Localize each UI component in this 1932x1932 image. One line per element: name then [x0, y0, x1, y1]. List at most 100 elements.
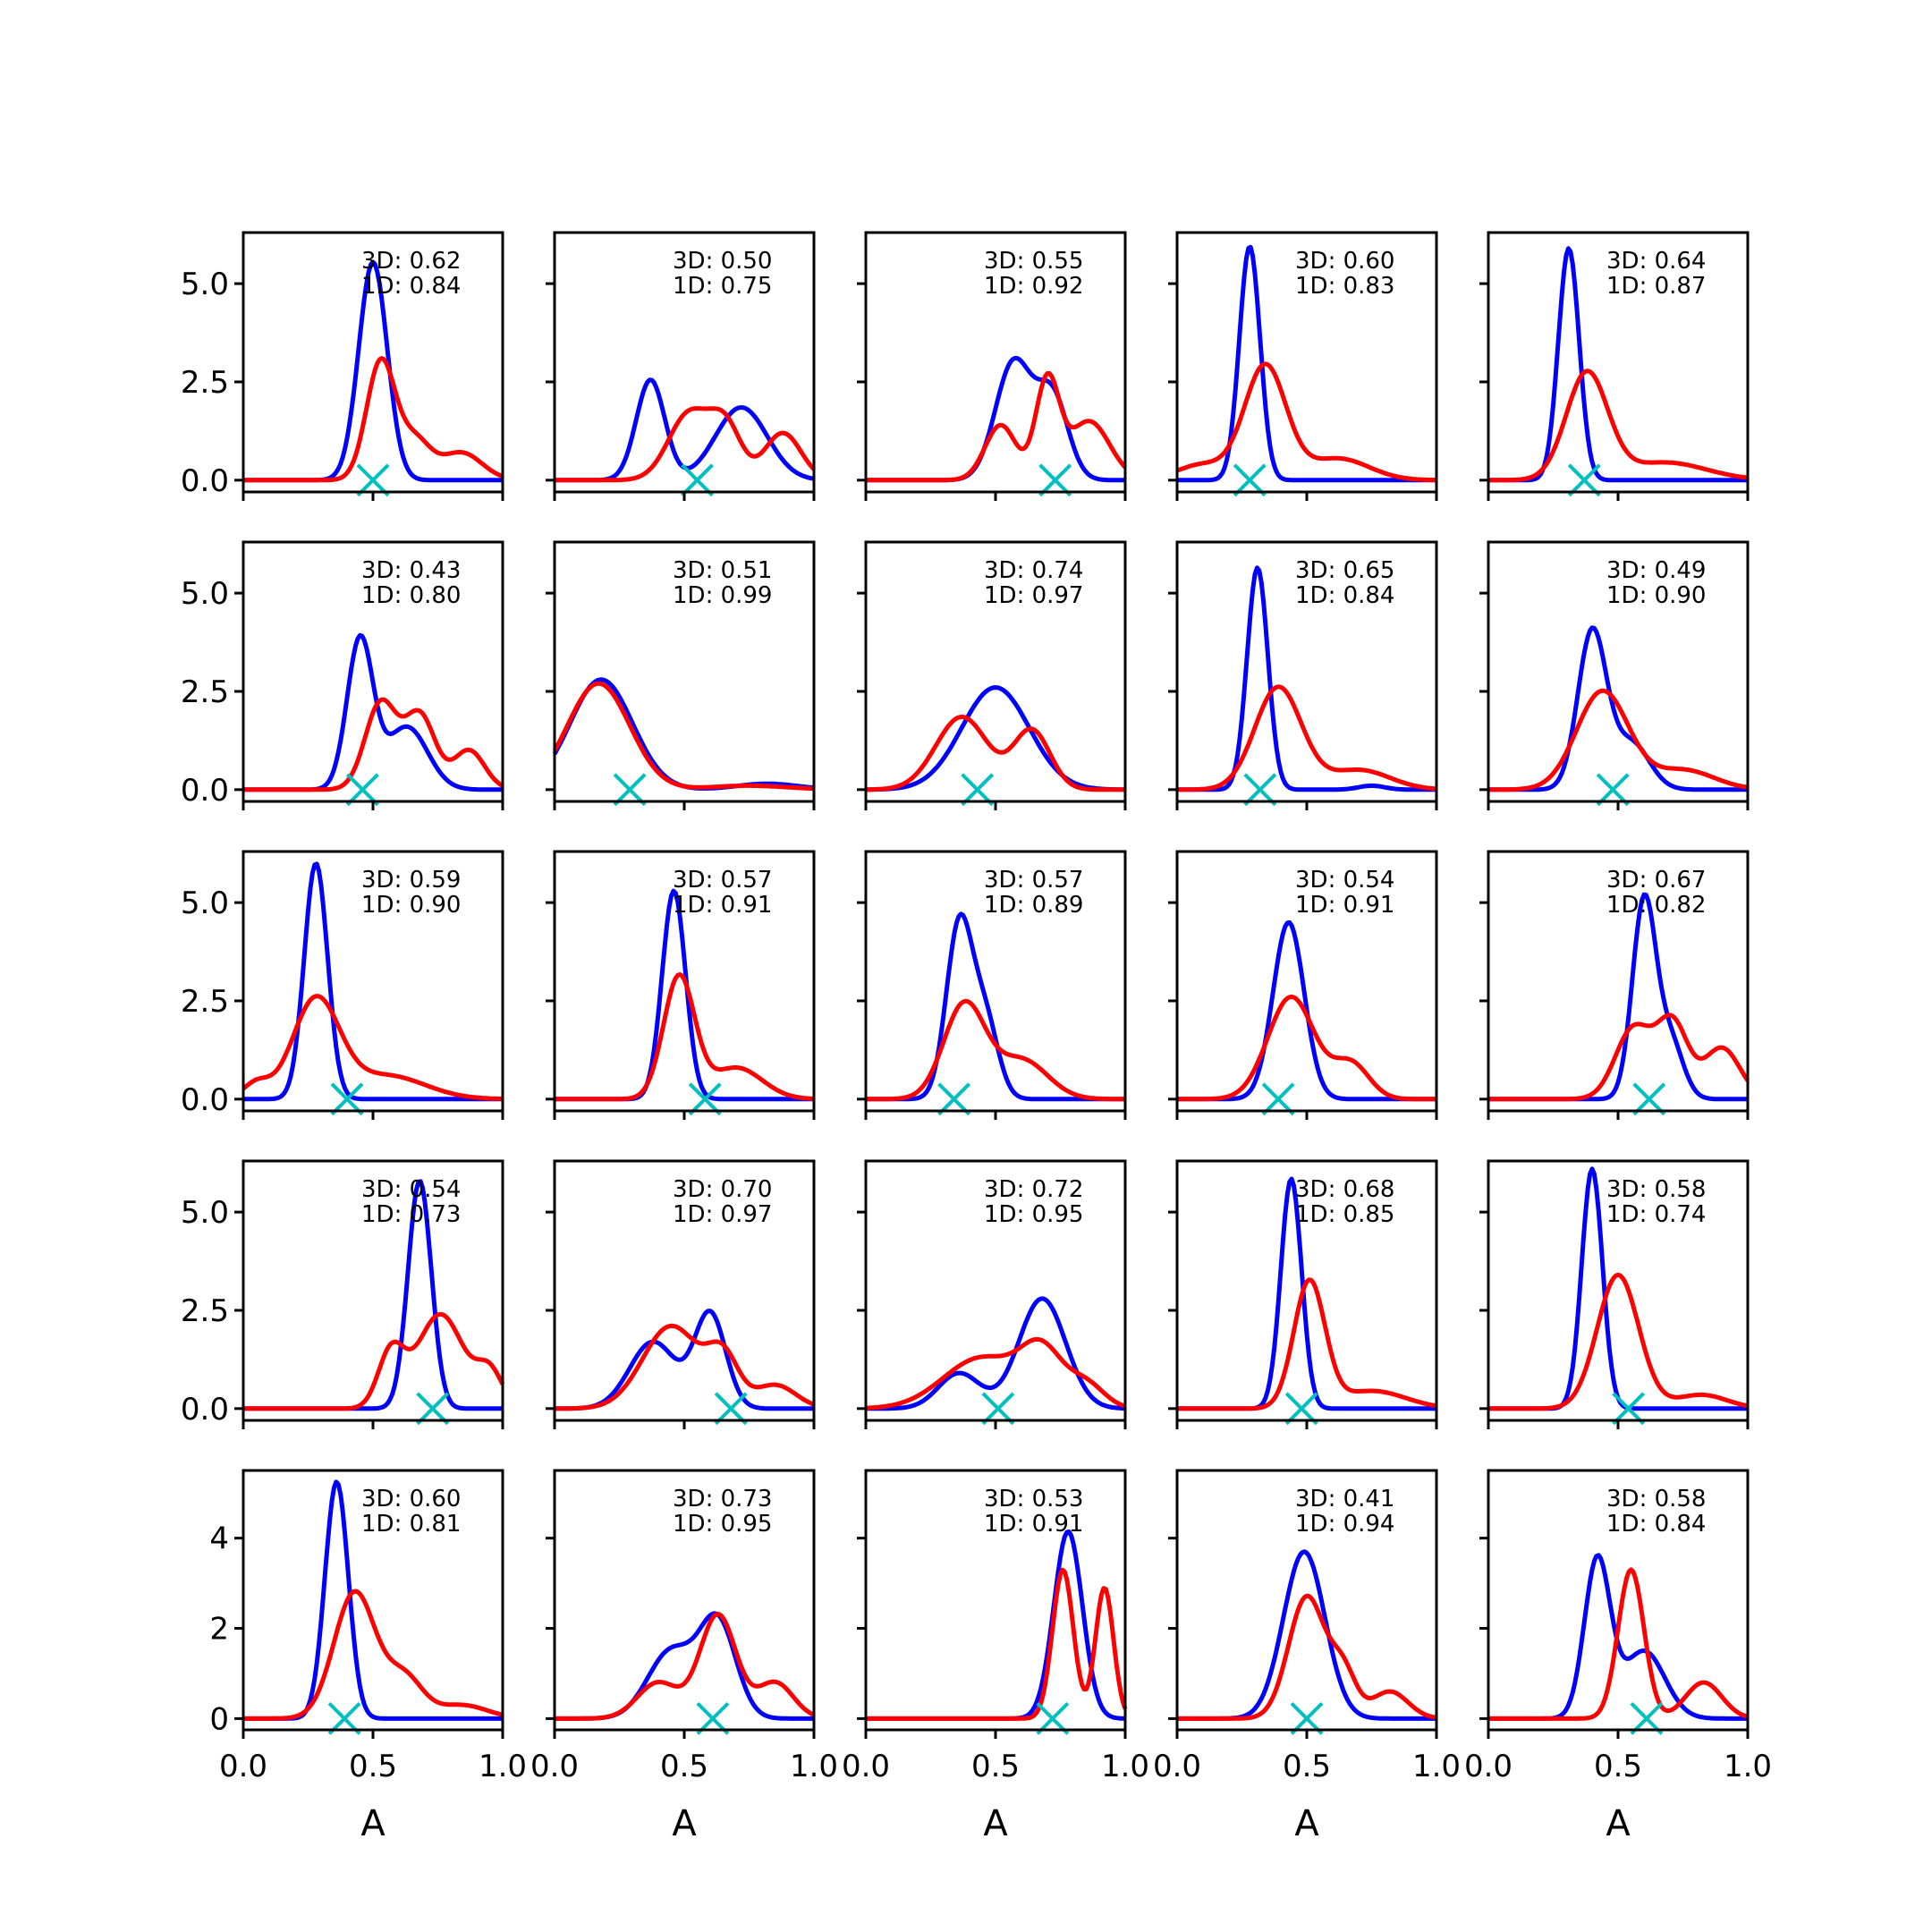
- score-3d-label: 3D: 0.60: [1295, 248, 1394, 275]
- score-1d-label: 1D: 0.91: [984, 1511, 1083, 1538]
- score-1d-label: 1D: 0.99: [673, 582, 772, 609]
- y-tick-label: 2.5: [181, 1293, 229, 1329]
- curve-1d: [242, 1589, 504, 1721]
- score-1d-label: 1D: 0.80: [361, 582, 461, 609]
- y-tick-label: 2.5: [181, 365, 229, 401]
- curve-1d: [1176, 684, 1437, 792]
- x-axis-label: A: [1606, 1803, 1631, 1844]
- score-3d-label: 3D: 0.41: [1295, 1486, 1394, 1513]
- x-marker: [1632, 1082, 1666, 1116]
- x-marker: [937, 1082, 971, 1116]
- y-tick-label: 2.5: [181, 984, 229, 1020]
- score-3d-label: 3D: 0.72: [984, 1176, 1083, 1203]
- score-3d-label: 3D: 0.59: [361, 867, 461, 894]
- x-tick-label: 1.0: [1724, 1749, 1772, 1784]
- curve-1d: [865, 1567, 1128, 1721]
- curve-3d: [554, 1309, 815, 1411]
- curve-3d: [242, 861, 504, 1102]
- curve-3d: [1176, 244, 1437, 483]
- score-1d-label: 1D: 0.83: [1295, 273, 1394, 300]
- score-1d-label: 1D: 0.73: [361, 1201, 461, 1228]
- curve-1d: [554, 1323, 815, 1411]
- score-1d-label: 1D: 0.74: [1606, 1201, 1706, 1228]
- y-tick-label: 0.0: [181, 773, 229, 809]
- score-1d-label: 1D: 0.84: [1606, 1511, 1706, 1538]
- x-marker: [1567, 463, 1601, 497]
- x-tick-label: 0.5: [971, 1749, 1020, 1784]
- x-tick-label: 0.0: [1464, 1749, 1513, 1784]
- curve-1d: [1487, 1272, 1749, 1411]
- score-1d-label: 1D: 0.85: [1295, 1201, 1394, 1228]
- score-3d-label: 3D: 0.50: [673, 248, 772, 275]
- y-tick-label: 4: [209, 1521, 229, 1557]
- score-1d-label: 1D: 0.97: [673, 1201, 772, 1228]
- score-3d-label: 3D: 0.55: [984, 248, 1083, 275]
- score-1d-label: 1D: 0.97: [984, 582, 1083, 609]
- curve-1d: [865, 998, 1126, 1102]
- curve-3d: [1487, 892, 1749, 1102]
- score-3d-label: 3D: 0.51: [673, 557, 772, 584]
- x-tick-label: 1.0: [479, 1749, 527, 1784]
- y-tick-label: 5.0: [181, 1195, 229, 1231]
- score-1d-label: 1D: 0.91: [673, 892, 772, 919]
- x-marker: [330, 1082, 364, 1116]
- curve-1d: [1487, 1013, 1750, 1102]
- score-1d-label: 1D: 0.94: [1295, 1511, 1394, 1538]
- curve-1d: [1176, 994, 1437, 1102]
- x-marker: [681, 463, 714, 497]
- curve-3d: [865, 911, 1126, 1102]
- curve-3d: [1487, 625, 1749, 792]
- score-1d-label: 1D: 0.89: [984, 892, 1083, 919]
- curve-1d: [242, 1311, 505, 1411]
- x-axis-label: A: [1294, 1803, 1319, 1844]
- curve-3d: [1487, 246, 1749, 483]
- y-tick-label: 0: [209, 1701, 229, 1737]
- y-tick-label: 0.0: [181, 1392, 229, 1428]
- x-tick-label: 1.0: [790, 1749, 838, 1784]
- curve-3d: [554, 888, 815, 1102]
- x-axis-label: A: [983, 1803, 1008, 1844]
- curve-1d: [1487, 369, 1749, 483]
- curve-1d: [554, 972, 815, 1102]
- score-1d-label: 1D: 0.82: [1606, 892, 1706, 919]
- score-3d-label: 3D: 0.73: [673, 1486, 772, 1513]
- score-1d-label: 1D: 0.95: [673, 1511, 772, 1538]
- score-3d-label: 3D: 0.74: [984, 557, 1083, 584]
- score-1d-label: 1D: 0.84: [1295, 582, 1394, 609]
- x-tick-label: 1.0: [1101, 1749, 1149, 1784]
- x-marker: [961, 773, 995, 807]
- x-marker: [1038, 463, 1072, 497]
- score-3d-label: 3D: 0.65: [1295, 557, 1394, 584]
- score-1d-label: 1D: 0.95: [984, 1201, 1083, 1228]
- score-1d-label: 1D: 0.91: [1295, 892, 1394, 919]
- x-tick-label: 0.0: [219, 1749, 267, 1784]
- curve-1d: [865, 1336, 1126, 1411]
- curve-1d: [1487, 1567, 1749, 1721]
- x-marker: [1284, 1392, 1318, 1426]
- x-marker: [356, 463, 390, 497]
- score-1d-label: 1D: 0.84: [361, 273, 461, 300]
- x-marker: [981, 1392, 1015, 1426]
- x-axis-label: A: [360, 1803, 386, 1844]
- curve-1d: [242, 356, 504, 483]
- curve-1d: [242, 697, 504, 792]
- score-1d-label: 1D: 0.90: [361, 892, 461, 919]
- curve-3d: [552, 677, 815, 791]
- x-marker: [688, 1082, 722, 1116]
- curve-1d: [554, 406, 816, 483]
